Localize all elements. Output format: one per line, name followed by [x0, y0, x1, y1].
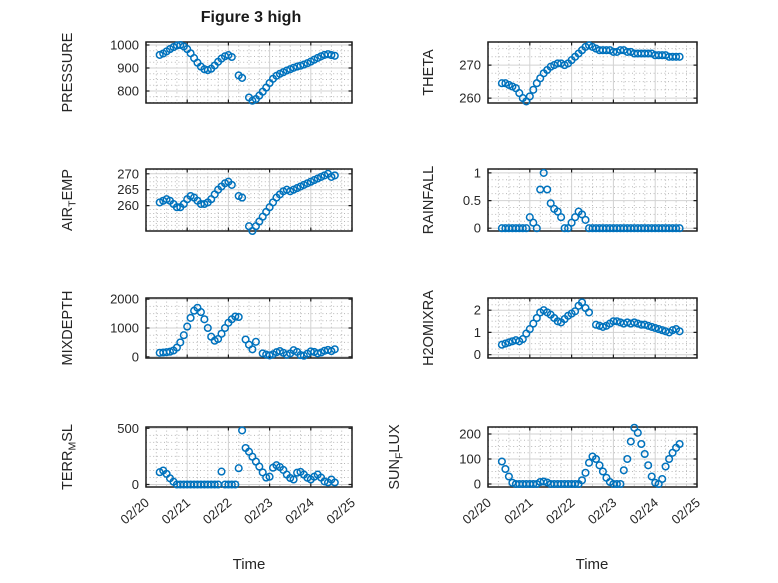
y-tick-label: 265 [117, 182, 139, 197]
y-tick-label: 1 [474, 165, 481, 180]
y-axis-label-theta: THETA [421, 49, 437, 96]
major-grid [146, 427, 352, 487]
x-tick-label: 02/23 [241, 495, 276, 527]
y-axis-label-pressure: PRESSURE [60, 32, 76, 112]
scatter-points [497, 298, 684, 349]
scatter-points [155, 303, 339, 360]
major-grid [146, 169, 352, 231]
subplot-sun_flux: 0 100 200 02/20 02/21 02/22 02/23 02/24 02/25 SUN… [387, 423, 703, 527]
x-tick-label: 02/25 [323, 495, 358, 527]
axes-border [487, 297, 698, 359]
scatter-points [155, 40, 339, 105]
y-tick-label: 270 [459, 58, 481, 73]
tick-marks [487, 298, 698, 358]
y-tick-label: 800 [117, 84, 139, 99]
y-tick-label: 2000 [110, 292, 139, 307]
y-tick-label: 0 [132, 477, 139, 492]
x-tick-label: 02/20 [117, 495, 152, 527]
subplot-theta: 260 270 THETA [421, 41, 698, 106]
y-tick-label: 260 [459, 91, 481, 106]
y-tick-label: 0 [474, 221, 481, 236]
x-tick-label: 02/24 [282, 495, 317, 527]
x-tick-label: 02/25 [668, 495, 703, 527]
scatter-points [497, 168, 684, 233]
y-tick-label: 900 [117, 61, 139, 76]
axes-border [487, 426, 698, 488]
x-tick-label: 02/21 [501, 495, 536, 527]
tick-marks [145, 427, 353, 487]
tick-marks [487, 42, 698, 103]
y-tick-label: 2 [474, 303, 481, 318]
x-tick-label: 02/22 [543, 495, 578, 527]
x-axis-label-left: Time [232, 556, 266, 573]
scatter-points [155, 426, 339, 489]
minor-grid [146, 42, 352, 103]
y-tick-label: 1000 [110, 38, 139, 53]
scatter-points [155, 169, 339, 236]
tick-marks [145, 42, 353, 103]
x-tick-label: 02/20 [459, 495, 494, 527]
subplot-pressure: 800 900 1000 PRESSURE [60, 32, 353, 112]
axes-border [487, 41, 698, 104]
plot-area [488, 42, 697, 103]
x-axis-label-right: Time [575, 556, 609, 573]
subplot-mixdepth: 0 1000 2000 MIXDEPTH [60, 291, 353, 366]
major-grid [488, 427, 697, 487]
y-tick-label: 1 [474, 325, 481, 340]
tick-marks [145, 169, 353, 231]
y-tick-label: 270 [117, 166, 139, 181]
y-tick-label: 0 [474, 477, 481, 492]
subplot-terr_msl: 0 500 02/20 02/21 02/22 02/23 02/24 02/25 TERRMS… [60, 421, 358, 527]
subplot-rainfall: 0 0.5 1 RAINFALL [421, 165, 698, 236]
scatter-points [497, 423, 684, 489]
x-tick-label: 02/21 [159, 495, 194, 527]
minor-grid [146, 169, 352, 231]
axes-border [145, 41, 353, 104]
y-tick-label: 200 [459, 427, 481, 442]
minor-grid [488, 42, 697, 103]
y-tick-label: 1000 [110, 321, 139, 336]
major-grid [488, 42, 697, 103]
y-tick-label: 260 [117, 198, 139, 213]
x-tick-label: 02/22 [200, 495, 235, 527]
y-axis-label-rainfall: RAINFALL [421, 166, 437, 235]
scatter-points [497, 41, 684, 106]
y-tick-label: 0 [474, 347, 481, 362]
y-tick-label: 100 [459, 452, 481, 467]
y-axis-label-mixdepth: MIXDEPTH [60, 291, 76, 366]
minor-grid [488, 169, 697, 231]
y-tick-label: 0 [132, 349, 139, 364]
figure-title: Figure 3 high [200, 9, 302, 26]
y-axis-label-sun_flux: SUNFLUX [387, 424, 406, 490]
subplot-h2omixra: 0 1 2 H2OMIXRA [421, 290, 698, 366]
y-axis-label-h2omixra: H2OMIXRA [421, 290, 437, 366]
x-tick-label: 02/24 [627, 495, 662, 527]
y-tick-label: 500 [117, 421, 139, 436]
x-tick-label: 02/23 [585, 495, 620, 527]
axes-border [145, 426, 353, 488]
major-grid [146, 42, 352, 103]
y-axis-label-air_temp: AIRTEMP [60, 169, 79, 231]
minor-grid [488, 298, 697, 358]
y-axis-label-terr_msl: TERRMSL [60, 424, 79, 490]
minor-grid [488, 427, 697, 487]
y-tick-label: 0.5 [463, 193, 481, 208]
